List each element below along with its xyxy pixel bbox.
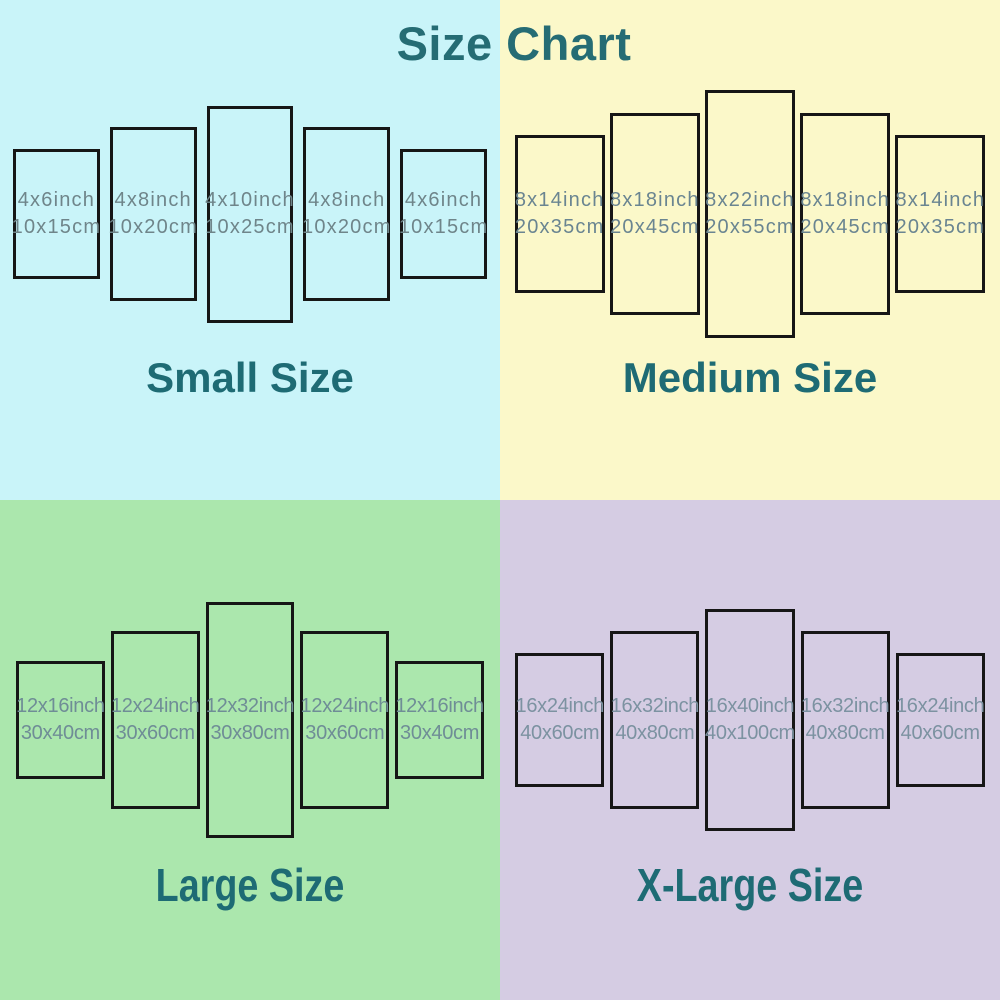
panel-size-inch: 8x14inch bbox=[895, 188, 986, 211]
canvas-panel: 12x16inch 30x40cm bbox=[395, 660, 484, 780]
canvas-panel: 8x14inch 20x35cm bbox=[895, 135, 986, 293]
panel-size-inch: 8x18inch bbox=[800, 188, 890, 211]
panel-size-inch: 4x6inch bbox=[404, 189, 483, 211]
panel-arrangement-xlarge: 16x24inch 40x60cm 16x32inch 40x80cm 16x40inc… bbox=[500, 506, 1000, 934]
size-label-xlarge: X-Large Size bbox=[636, 859, 864, 911]
page-title: Size Chart bbox=[396, 17, 632, 70]
canvas-panel: 16x24inch 40x60cm bbox=[515, 653, 605, 787]
panel-size-cm: 30x40cm bbox=[400, 721, 480, 744]
panel-size-cm: 40x60cm bbox=[520, 721, 600, 744]
canvas-panel: 16x32inch 40x80cm bbox=[610, 630, 700, 810]
panel-size-cm: 10x25cm bbox=[205, 216, 295, 238]
panel-size-inch: 16x32inch bbox=[610, 694, 700, 717]
panel-size-inch: 12x16inch bbox=[395, 694, 484, 717]
panel-arrangement-medium: 8x14inch 20x35cm 8x18inch 20x45cm 8x22inch 20… bbox=[500, 0, 1000, 428]
panel-size-cm: 20x55cm bbox=[705, 216, 795, 238]
panel-size-cm: 30x60cm bbox=[115, 722, 195, 744]
panel-size-inch: 16x40inch bbox=[705, 694, 795, 717]
panel-size-inch: 4x8inch bbox=[308, 189, 386, 211]
canvas-panel: 8x14inch 20x35cm bbox=[514, 135, 605, 293]
panel-size-cm: 40x80cm bbox=[615, 721, 695, 744]
panel-size-inch: 4x6inch bbox=[17, 189, 96, 211]
panel-size-inch: 12x24inch bbox=[300, 695, 390, 717]
panel-size-cm: 30x80cm bbox=[210, 721, 290, 744]
panel-size-cm: 20x45cm bbox=[800, 215, 890, 238]
panel-arrangement-large: 12x16inch 30x40cm 12x24inch 30x60cm 12x32inc… bbox=[0, 506, 500, 934]
canvas-panel: 8x18inch 20x45cm bbox=[609, 112, 700, 316]
panel-size-inch: 12x32inch bbox=[205, 694, 295, 717]
canvas-panel: 4x10inch 10x25cm bbox=[205, 105, 295, 323]
panel-size-cm: 30x60cm bbox=[305, 722, 385, 744]
canvas-panel: 12x32inch 30x80cm bbox=[205, 601, 295, 839]
canvas-panel: 8x18inch 20x45cm bbox=[800, 112, 891, 316]
panel-size-inch: 8x14inch bbox=[514, 188, 605, 211]
size-label-large: Large Size bbox=[155, 859, 345, 911]
quadrant-large-size: 12x16inch 30x40cm 12x24inch 30x60cm 12x32inc… bbox=[0, 500, 500, 1000]
size-label-small: Small Size bbox=[146, 354, 354, 401]
panel-size-inch: 12x24inch bbox=[110, 695, 200, 717]
panel-size-cm: 30x40cm bbox=[20, 721, 100, 744]
quadrant-small-size: 4x6inch 10x15cm 4x8inch 10x20cm 4x10inch 10x2… bbox=[0, 0, 500, 500]
panel-size-inch: 4x8inch bbox=[114, 189, 192, 211]
panel-size-inch: 8x22inch bbox=[705, 189, 795, 211]
panel-size-cm: 40x80cm bbox=[805, 721, 885, 744]
canvas-panel: 8x22inch 20x55cm bbox=[704, 90, 796, 338]
canvas-panel: 16x32inch 40x80cm bbox=[800, 630, 890, 810]
canvas-panel: 4x8inch 10x20cm bbox=[108, 127, 198, 301]
panel-size-cm: 10x15cm bbox=[398, 216, 489, 238]
canvas-panel: 4x6inch 10x15cm bbox=[398, 148, 489, 280]
panel-size-cm: 10x15cm bbox=[11, 216, 102, 238]
panel-size-cm: 10x20cm bbox=[108, 216, 198, 238]
panel-size-cm: 40x100cm bbox=[705, 721, 795, 744]
canvas-panel: 16x40inch 40x100cm bbox=[705, 608, 795, 832]
panel-size-inch: 8x18inch bbox=[610, 188, 700, 211]
quadrant-medium-size: 8x14inch 20x35cm 8x18inch 20x45cm 8x22inch 20… bbox=[500, 0, 1000, 500]
canvas-panel: 12x24inch 30x60cm bbox=[110, 631, 200, 809]
size-label-medium: Medium Size bbox=[622, 354, 878, 401]
panel-size-inch: 16x24inch bbox=[515, 694, 605, 717]
panel-size-inch: 16x32inch bbox=[800, 694, 890, 717]
canvas-panel: 4x8inch 10x20cm bbox=[302, 127, 392, 301]
quadrant-xlarge-size: 16x24inch 40x60cm 16x32inch 40x80cm 16x40inc… bbox=[500, 500, 1000, 1000]
panel-size-inch: 16x24inch bbox=[895, 694, 985, 717]
canvas-panel: 16x24inch 40x60cm bbox=[895, 653, 985, 787]
panel-size-cm: 20x45cm bbox=[610, 215, 700, 238]
panel-arrangement-small: 4x6inch 10x15cm 4x8inch 10x20cm 4x10inch 10x2… bbox=[0, 0, 500, 428]
panel-size-inch: 12x16inch bbox=[16, 694, 105, 717]
canvas-panel: 12x24inch 30x60cm bbox=[300, 631, 389, 809]
panel-size-inch: 4x10inch bbox=[205, 189, 295, 211]
panel-size-cm: 10x20cm bbox=[302, 216, 392, 238]
panel-size-cm: 20x35cm bbox=[895, 215, 986, 238]
panel-size-cm: 20x35cm bbox=[514, 215, 605, 238]
canvas-panel: 4x6inch 10x15cm bbox=[11, 148, 102, 280]
panel-size-cm: 40x60cm bbox=[900, 721, 980, 744]
canvas-panel: 12x16inch 30x40cm bbox=[16, 660, 105, 780]
